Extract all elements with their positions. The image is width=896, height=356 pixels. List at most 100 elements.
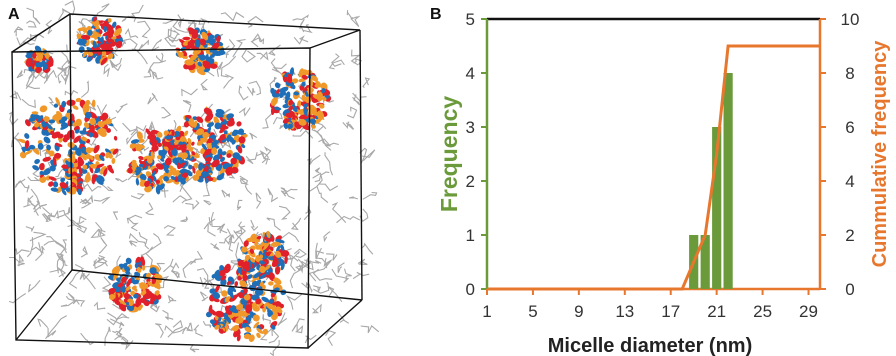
x-tick-label: 1 (482, 302, 491, 321)
surfactant-molecule (127, 167, 133, 174)
surfactant-molecule (291, 104, 298, 113)
surfactant-molecule (235, 316, 244, 324)
polymer-chain (232, 38, 246, 58)
polymer-chain (126, 130, 139, 146)
x-axis-ticks: 1 5 9 13 17 21 25 29 (482, 289, 818, 321)
surfactant-molecule (242, 274, 249, 282)
polymer-chain (80, 80, 90, 98)
surfactant-molecule (135, 178, 140, 186)
x-tick-label: 21 (707, 302, 726, 321)
surfactant-molecule (298, 119, 307, 126)
surfactant-molecule (262, 242, 270, 251)
polymer-chain (32, 169, 47, 179)
surfactant-molecule (184, 59, 195, 66)
surfactant-molecule (280, 250, 290, 257)
polymer-chain (96, 254, 108, 267)
polymer-chain (196, 267, 215, 283)
polymer-chain (26, 7, 41, 25)
surfactant-molecule (149, 130, 156, 136)
polymer-chain (81, 201, 92, 209)
surfactant-molecule (316, 110, 325, 121)
surfactant-molecule (107, 53, 114, 60)
surfactant-molecule (149, 294, 157, 300)
surfactant-molecule (108, 25, 114, 35)
surfactant-molecule (46, 144, 52, 151)
polymer-chain (19, 180, 30, 193)
surfactant-molecule (37, 53, 44, 61)
polymer-chain (29, 231, 47, 242)
surfactant-molecule (213, 50, 220, 56)
polymer-chain (144, 124, 153, 139)
surfactant-molecule (304, 96, 312, 104)
polymer-chain (30, 188, 41, 208)
surfactant-molecule (303, 103, 309, 108)
surfactant-molecule (193, 162, 199, 169)
surfactant-molecule (92, 40, 97, 49)
surfactant-molecule (39, 105, 48, 113)
surfactant-molecule (117, 282, 124, 288)
surfactant-molecule (240, 269, 247, 276)
surfactant-molecule (234, 281, 239, 287)
surfactant-molecule (212, 154, 221, 162)
polymer-chain (128, 232, 147, 246)
polymer-chain (122, 122, 138, 136)
surfactant-molecule (195, 128, 205, 136)
surfactant-molecule (129, 142, 137, 149)
polymer-chain (313, 281, 330, 294)
surfactant-molecule (226, 134, 232, 143)
surfactant-molecule (212, 42, 220, 50)
surfactant-molecule (219, 265, 225, 272)
surfactant-molecule (107, 18, 112, 23)
surfactant-molecule (302, 84, 310, 93)
surfactant-molecule (307, 87, 315, 92)
surfactant-molecule (32, 51, 37, 59)
polymer-chain (182, 99, 192, 113)
polymer-chain (181, 88, 198, 97)
surfactant-molecule (214, 284, 220, 293)
surfactant-molecule (138, 155, 145, 161)
surfactant-molecule (87, 51, 94, 57)
polymer-chain (182, 261, 197, 279)
polymer-chain (290, 217, 302, 231)
histogram-bar (723, 73, 733, 289)
surfactant-molecule (171, 129, 175, 137)
surfactant-molecule (264, 251, 271, 257)
surfactant-molecule (259, 265, 266, 273)
surfactant-molecule (206, 142, 213, 149)
surfactant-molecule (209, 58, 215, 65)
surfactant-molecule (80, 146, 87, 153)
polymer-chain (292, 129, 314, 139)
surfactant-molecule (92, 20, 100, 27)
surfactant-molecule (178, 52, 184, 58)
polymer-chain (16, 35, 38, 47)
plot-area (485, 17, 822, 291)
surfactant-molecule (89, 124, 95, 134)
polymer-chain (350, 49, 362, 66)
frequency-tick-label: 2 (466, 172, 475, 191)
surfactant-molecule (140, 256, 146, 266)
surfactant-molecule (150, 182, 154, 187)
polymer-chain (346, 10, 354, 19)
surfactant-molecule (160, 149, 168, 156)
surfactant-molecule (73, 162, 79, 168)
polymer-chain (98, 181, 114, 191)
polymer-chain (316, 185, 329, 204)
surfactant-molecule (89, 163, 97, 169)
surfactant-molecule (164, 135, 174, 140)
surfactant-molecule (293, 91, 300, 96)
surfactant-molecule (279, 258, 285, 267)
surfactant-molecule (77, 158, 85, 167)
surfactant-molecule (28, 144, 36, 150)
polymer-chain (324, 152, 334, 176)
polymer-chain (208, 217, 216, 226)
surfactant-molecule (85, 147, 93, 154)
surfactant-molecule (192, 49, 202, 56)
surfactant-molecule (272, 259, 279, 265)
polymer-chain (295, 324, 304, 334)
surfactant-molecule (24, 140, 30, 149)
x-tick-label: 5 (528, 302, 537, 321)
polymer-chain (189, 343, 200, 353)
polymer-chain (200, 78, 209, 91)
surfactant-molecule (256, 332, 261, 339)
